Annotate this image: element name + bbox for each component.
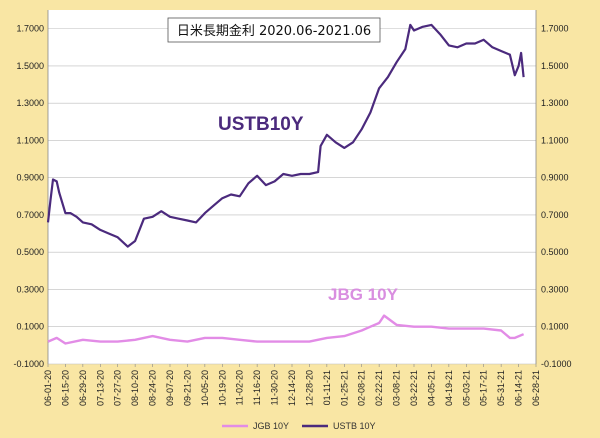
y-tick-label-left: 1.5000 (16, 61, 44, 71)
x-tick-label: 06-29-20 (78, 370, 88, 406)
gridlines (47, 10, 537, 365)
series-lines (46, 23, 525, 345)
x-tick-label: 11-30-20 (270, 370, 280, 405)
x-tick-label: 06-15-20 (60, 370, 70, 406)
y-tick-label-right: 0.5000 (541, 247, 569, 257)
jgb-annotation: JBG 10Y (328, 285, 399, 304)
x-tick-label: 03-22-21 (409, 370, 419, 406)
x-tick-label: 04-05-21 (426, 370, 436, 406)
x-tick-label: 02-22-21 (374, 370, 384, 406)
legend-jgb-label: JGB 10Y (253, 421, 289, 431)
legend-ustb-label: USTB 10Y (333, 421, 376, 431)
y-tick-label-left: 1.3000 (16, 98, 44, 108)
y-axis-left: -0.1000 0.1000 0.3000 0.5000 0.7000 0.9000 1.1… (13, 24, 44, 369)
y-tick-label-left: 0.1000 (16, 322, 44, 332)
y-tick-label-right: 0.9000 (541, 173, 569, 183)
x-tick-label: 03-08-21 (392, 370, 402, 406)
y-tick-label-left: 0.5000 (16, 247, 44, 257)
x-tick-label: 01-25-21 (339, 370, 349, 406)
y-tick-label-right: 0.3000 (541, 284, 569, 294)
x-tick-label: 10-05-20 (200, 370, 210, 406)
x-tick-label: 02-08-21 (357, 370, 367, 406)
x-tick-label: 09-07-20 (165, 370, 175, 406)
x-tick-label: 08-10-20 (130, 370, 140, 406)
y-tick-label-right: 1.7000 (541, 24, 569, 34)
y-tick-label-right: 1.5000 (541, 61, 569, 71)
y-tick-label-left: 0.9000 (16, 173, 44, 183)
x-tick-label: 12-14-20 (287, 370, 297, 406)
x-tick-label: 06-14-21 (514, 370, 524, 406)
x-axis: 06-01-20 06-15-20 06-29-20 07-13-20 07-27-20… (43, 364, 541, 406)
x-tick-label: 05-17-21 (479, 370, 489, 406)
y-tick-label-left: 0.3000 (16, 284, 44, 294)
title-box (167, 17, 381, 43)
x-tick-label: 01-11-21 (322, 370, 332, 405)
x-tick-label: 07-13-20 (95, 370, 105, 406)
chart-title: 日米長期金利 2020.06-2021.06 (177, 23, 371, 39)
y-tick-label-right: -0.1000 (541, 359, 572, 369)
x-tick-label: 06-01-20 (43, 370, 53, 406)
x-tick-label: 11-02-20 (235, 370, 245, 405)
series-line-ustb10y (46, 23, 525, 248)
legend: JGB 10Y USTB 10Y (222, 421, 376, 431)
y-tick-label-right: 0.1000 (541, 322, 569, 332)
y-tick-label-left: 0.7000 (16, 210, 44, 220)
y-tick-label-left: -0.1000 (13, 359, 44, 369)
x-tick-label: 06-28-21 (531, 370, 541, 406)
y-tick-label-right: 0.7000 (541, 210, 569, 220)
x-tick-label: 05-03-21 (461, 370, 471, 406)
x-tick-label: 12-28-20 (304, 370, 314, 406)
y-tick-label-left: 1.1000 (16, 135, 44, 145)
y-tick-label-right: 1.1000 (541, 135, 569, 145)
x-tick-label: 09-21-20 (182, 370, 192, 406)
plot-area (48, 10, 536, 364)
x-tick-label: 10-19-20 (217, 370, 227, 406)
ustb-annotation: USTB10Y (218, 114, 304, 135)
x-tick-label: 11-16-20 (252, 370, 262, 405)
y-axis-right: -0.1000 0.1000 0.3000 0.5000 0.7000 0.9000 1.1… (541, 24, 572, 369)
y-tick-label-left: 1.7000 (16, 24, 44, 34)
x-tick-label: 08-24-20 (148, 370, 158, 406)
x-tick-label: 05-31-21 (496, 370, 506, 406)
x-tick-label: 04-19-21 (444, 370, 454, 406)
x-tick-label: 07-27-20 (113, 370, 123, 406)
series-line-jgb10y (47, 314, 525, 345)
y-tick-label-right: 1.3000 (541, 98, 569, 108)
